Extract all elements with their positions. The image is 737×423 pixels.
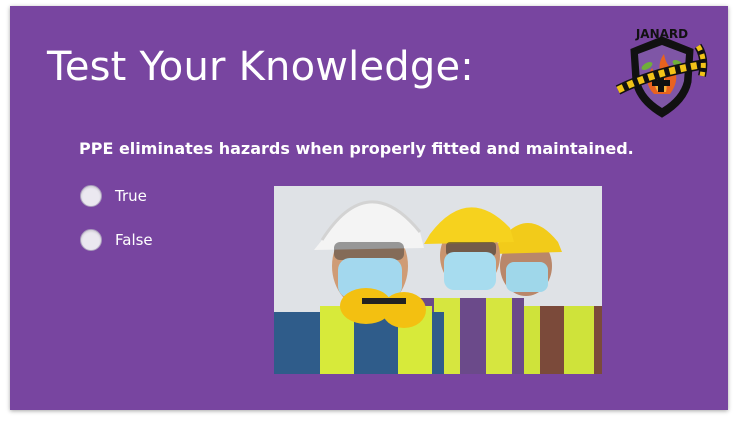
- radio-button-false[interactable]: [80, 229, 102, 251]
- logo-wordmark: JANARD: [635, 27, 688, 41]
- slide-title: Test Your Knowledge:: [47, 44, 474, 90]
- answer-option-false[interactable]: False: [80, 228, 153, 252]
- answer-option-true[interactable]: True: [80, 184, 147, 208]
- answer-label-false: False: [115, 231, 153, 249]
- quiz-slide: Test Your Knowledge: JANARD PPE eliminat…: [10, 6, 728, 410]
- answer-label-true: True: [115, 187, 147, 205]
- radio-button-true[interactable]: [80, 185, 102, 207]
- janard-logo: JANARD: [615, 27, 708, 118]
- question-text: PPE eliminates hazards when properly fit…: [79, 139, 634, 158]
- ppe-workers-image: [274, 186, 602, 374]
